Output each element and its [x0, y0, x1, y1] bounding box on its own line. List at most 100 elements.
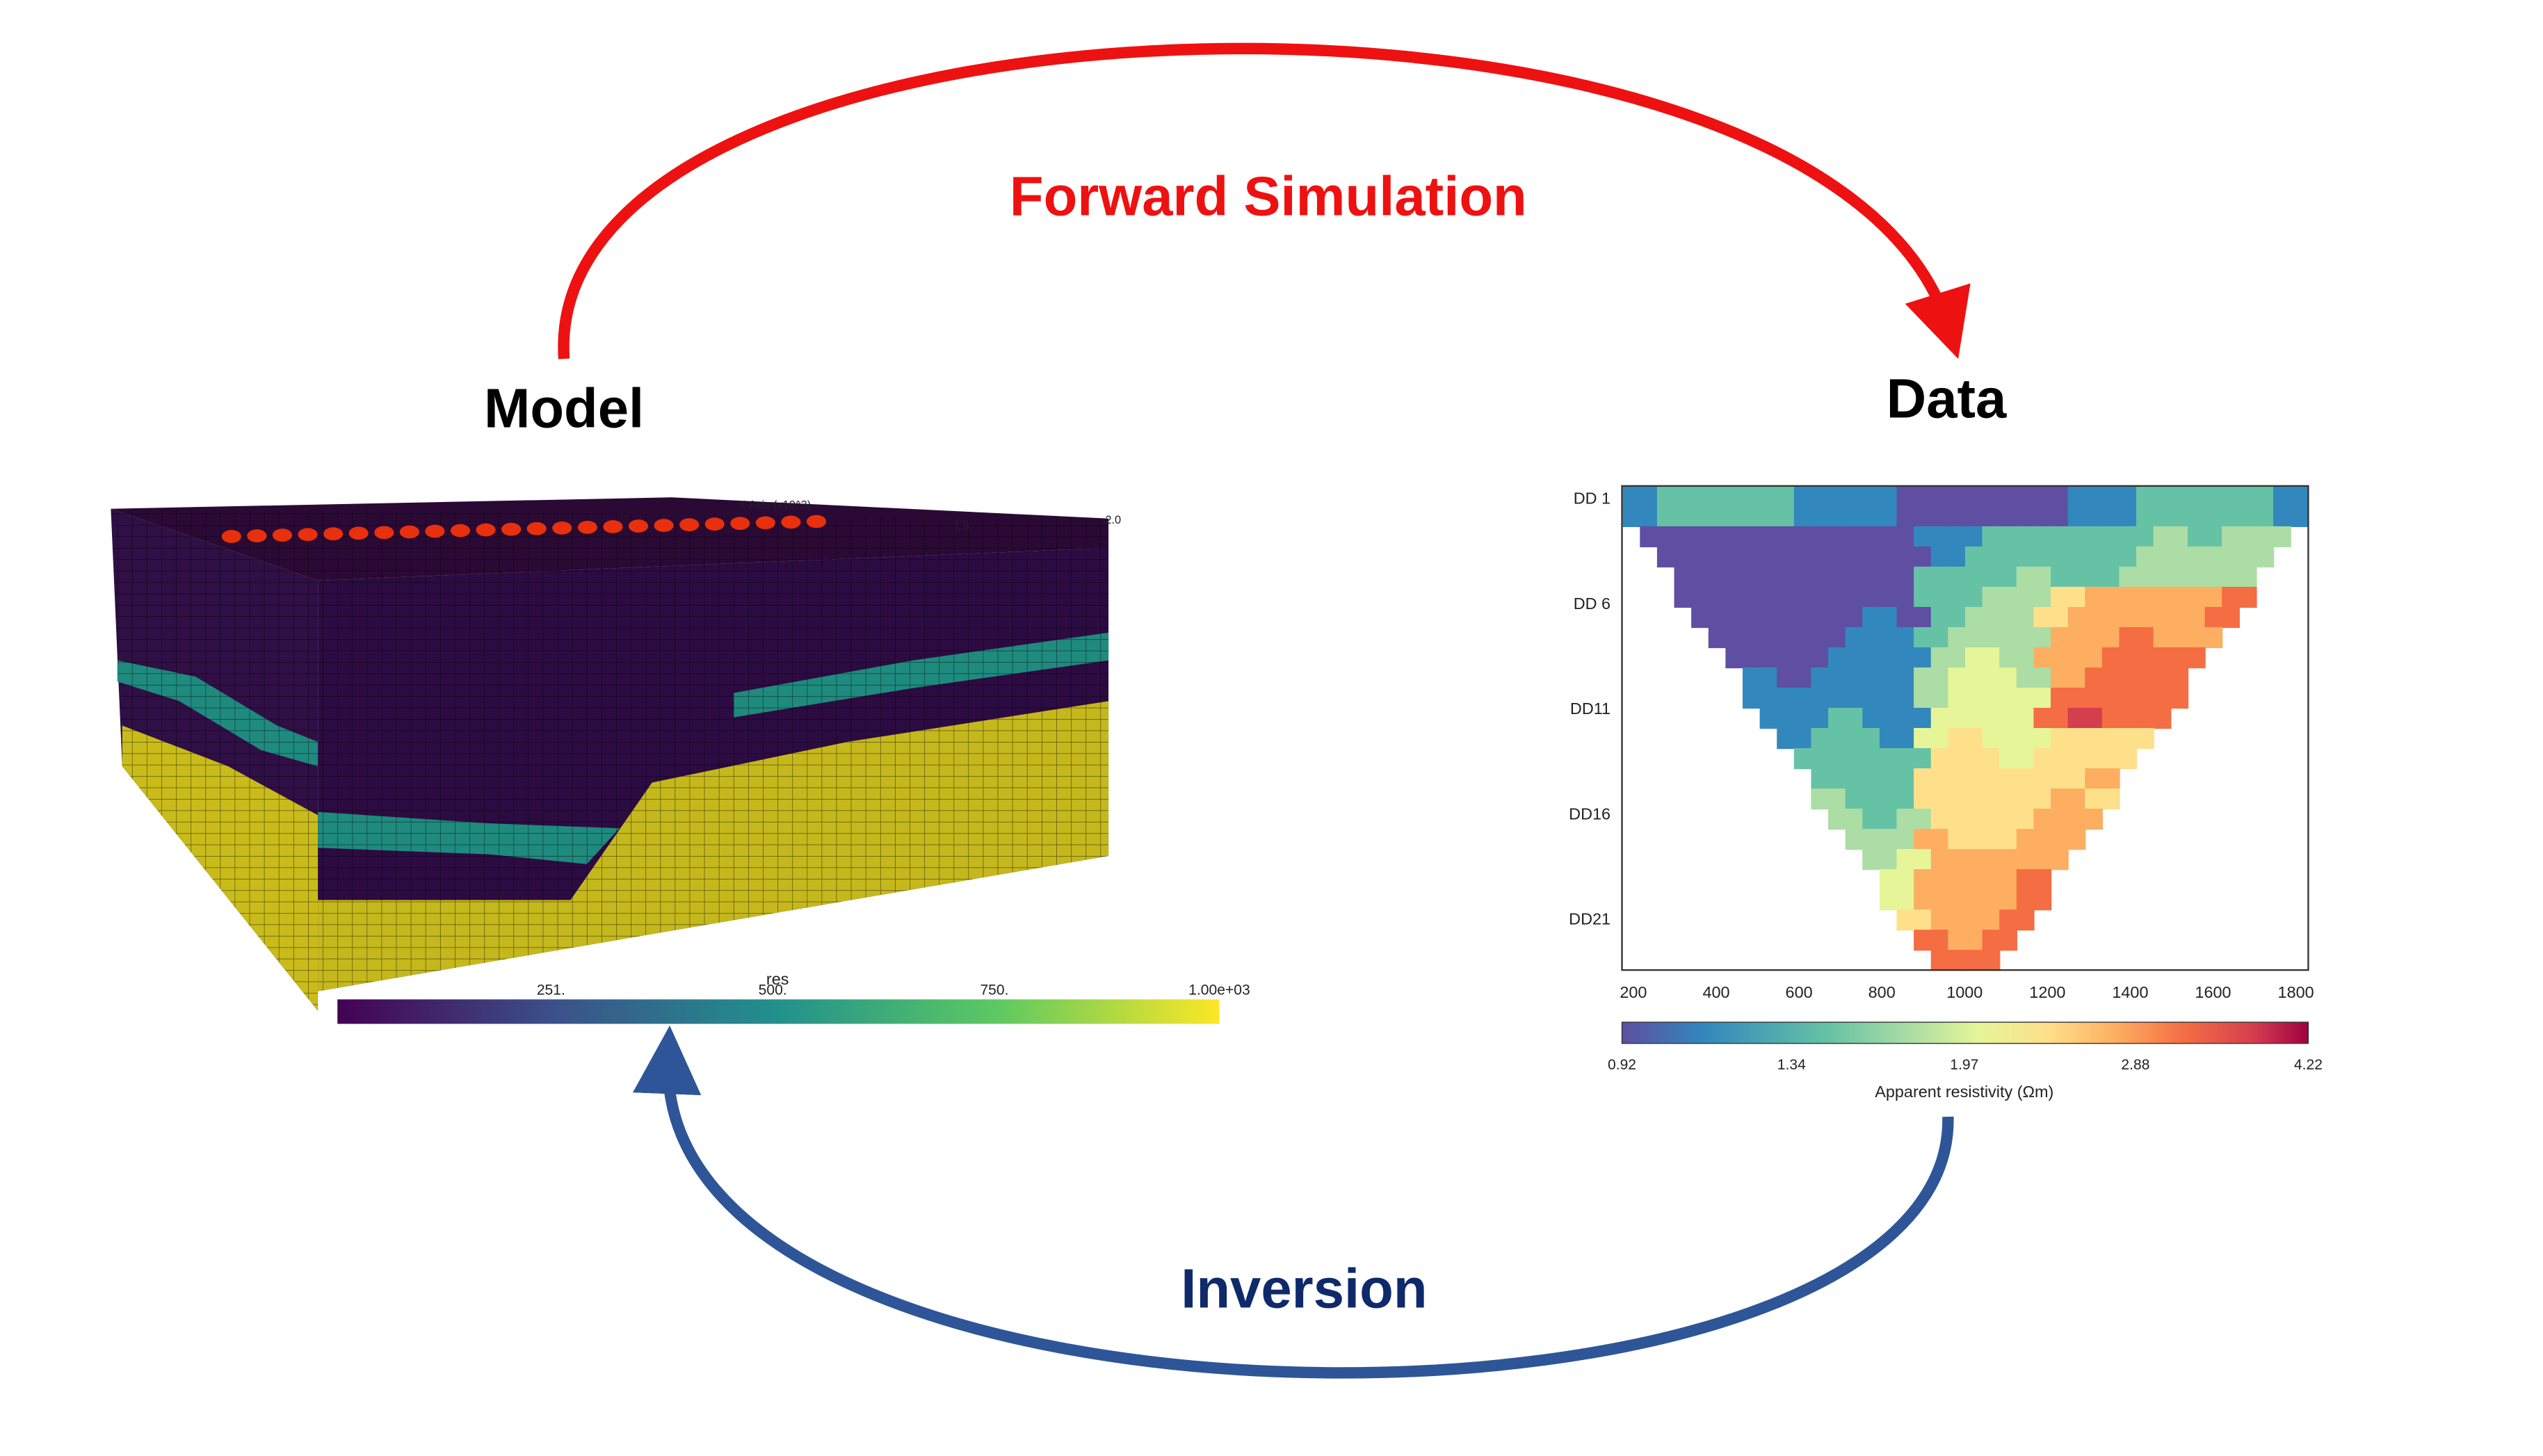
- cell: [2153, 687, 2189, 709]
- x-tick-label: 1600: [2195, 983, 2231, 1001]
- cell: [2119, 687, 2154, 709]
- cell: [2170, 606, 2206, 629]
- cell: [2101, 505, 2138, 528]
- cell: [1777, 667, 1812, 689]
- cell: [1622, 485, 1658, 508]
- cell: [1879, 626, 1915, 649]
- y-label: DD 6: [1574, 594, 1610, 613]
- cell: [1622, 505, 1658, 528]
- cell: [1811, 586, 1846, 608]
- cell: [1999, 546, 2035, 568]
- cell: [2016, 889, 2052, 911]
- x-tick-label: 200: [1620, 983, 1647, 1001]
- cell: [1828, 505, 1864, 528]
- electrode: [577, 521, 597, 534]
- cell: [1964, 909, 2001, 931]
- cell: [1879, 869, 1915, 891]
- cell: [2033, 546, 2069, 568]
- cell: [1759, 546, 1795, 568]
- electrode: [679, 518, 700, 532]
- cell: [1777, 586, 1812, 608]
- cell: [1879, 687, 1915, 709]
- cell: [1879, 586, 1915, 608]
- cell: [1777, 526, 1812, 548]
- cell: [2222, 586, 2257, 608]
- cell: [1708, 626, 1744, 649]
- cell: [2051, 687, 2086, 709]
- cell: [2170, 485, 2206, 508]
- colorbar-tick: 500.: [759, 982, 787, 998]
- cell: [1759, 707, 1795, 729]
- cell: [1964, 606, 2001, 629]
- cell: [1759, 505, 1795, 528]
- cell: [1999, 505, 2035, 528]
- cell: [1999, 606, 2035, 629]
- cell: [1828, 647, 1864, 669]
- cell: [2051, 566, 2086, 588]
- cell: [1845, 728, 1881, 750]
- axis-tick: 1.5: [953, 520, 969, 533]
- cell: [1914, 889, 1949, 911]
- cell: [1811, 768, 1846, 790]
- x-tick-label: 1800: [2278, 983, 2314, 1001]
- cell: [1948, 586, 1983, 608]
- cell: [1793, 748, 1830, 770]
- cell: [1914, 626, 1949, 649]
- cell: [2051, 526, 2086, 548]
- cell: [1725, 485, 1761, 508]
- electrode: [399, 525, 419, 539]
- cell: [2204, 505, 2240, 528]
- cell: [2085, 626, 2120, 649]
- cell: [2101, 707, 2138, 729]
- cell: [1999, 909, 2035, 931]
- cell: [2033, 748, 2069, 770]
- electrode: [552, 521, 572, 535]
- model-colorbar: [337, 999, 1220, 1024]
- cell: [1674, 586, 1709, 608]
- cell: [1930, 909, 1967, 931]
- cell: [1793, 485, 1830, 508]
- electrode: [730, 517, 750, 531]
- y-label: DD21: [1569, 909, 1610, 928]
- cell: [1982, 768, 2017, 790]
- cell: [2170, 647, 2206, 669]
- cell: [2136, 606, 2172, 629]
- cell: [2136, 485, 2172, 508]
- cell: [1914, 586, 1949, 608]
- electrode: [654, 519, 674, 532]
- cell: [2101, 606, 2138, 629]
- cell: [1914, 829, 1949, 850]
- cell: [1914, 526, 1949, 548]
- cell: [1964, 748, 2001, 770]
- cell: [1896, 909, 1932, 931]
- cell: [2119, 586, 2154, 608]
- cell: [1811, 667, 1846, 689]
- cell: [2101, 647, 2138, 669]
- cell: [1982, 889, 2017, 911]
- cell: [1862, 748, 1898, 770]
- cell: [1811, 788, 1846, 810]
- x-tick-label: 1200: [2029, 983, 2065, 1001]
- cell: [2153, 586, 2189, 608]
- cell: [1914, 788, 1949, 810]
- forward-label: Forward Simulation: [1010, 165, 1527, 227]
- cell: [1879, 768, 1915, 790]
- cell: [2016, 687, 2052, 709]
- cell: [2136, 546, 2172, 568]
- cell: [1656, 505, 1693, 528]
- cell: [2067, 748, 2104, 770]
- cell: [1914, 667, 1949, 689]
- cell: [1777, 728, 1812, 750]
- cell: [2016, 526, 2052, 548]
- electrode: [450, 524, 471, 537]
- cell: [1793, 546, 1830, 568]
- y-label: DD16: [1569, 804, 1610, 823]
- x-tick-label: 800: [1868, 983, 1896, 1001]
- cell: [2033, 647, 2069, 669]
- model-label: Model: [484, 377, 644, 439]
- cell: [2051, 768, 2086, 790]
- cell: [2204, 606, 2240, 629]
- cell: [1930, 485, 1967, 508]
- cell: [2033, 809, 2069, 830]
- cell: [1930, 849, 1967, 871]
